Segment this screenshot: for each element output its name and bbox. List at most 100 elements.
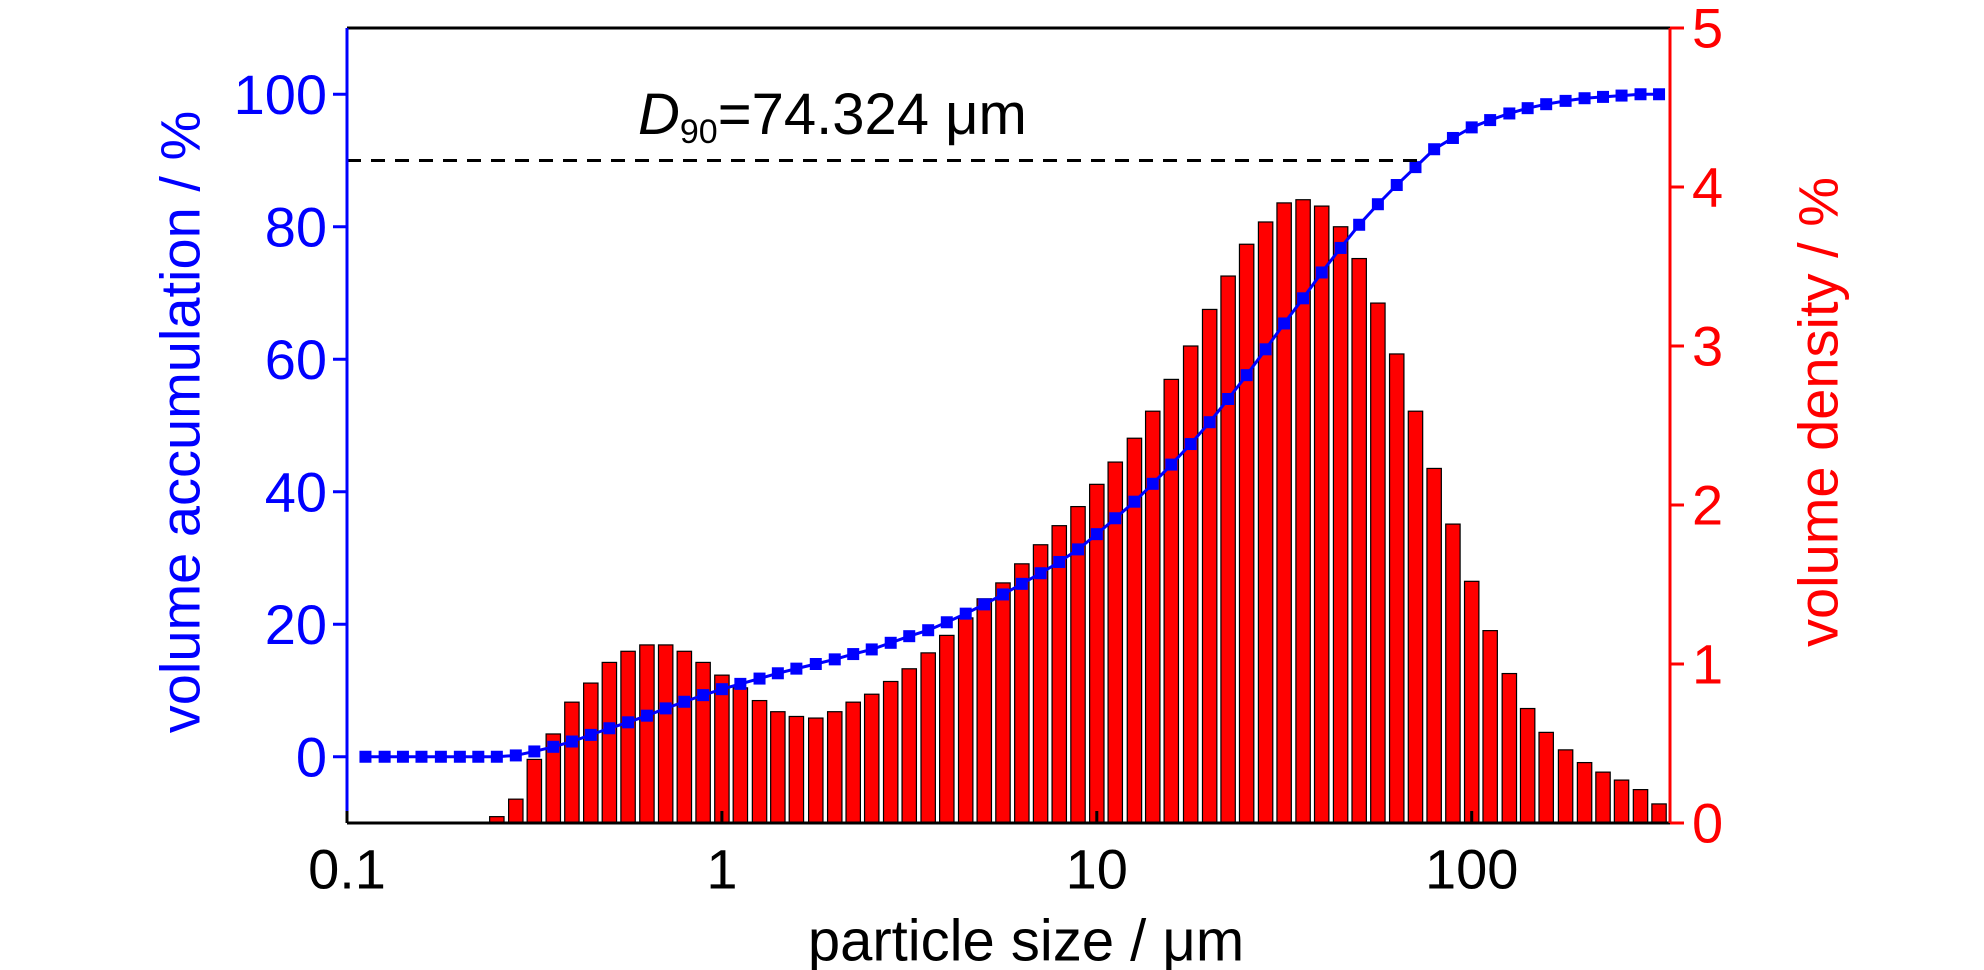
- bar: [1257, 221, 1274, 824]
- x-tick-label: 0.1: [308, 838, 386, 901]
- bar: [1538, 731, 1554, 824]
- bar: [1351, 257, 1367, 824]
- bar: [1632, 789, 1649, 824]
- bar: [1388, 353, 1405, 824]
- marker: [1521, 102, 1534, 115]
- marker: [1559, 94, 1572, 107]
- bar: [1032, 544, 1049, 824]
- marker: [1615, 89, 1628, 102]
- bar: [751, 699, 768, 824]
- y2-tick-label: 4: [1692, 156, 1723, 219]
- marker: [1484, 114, 1497, 127]
- bar: [1182, 345, 1199, 824]
- marker: [678, 695, 691, 708]
- bar: [695, 661, 711, 824]
- bar: [1519, 707, 1536, 824]
- marker: [415, 750, 428, 763]
- bar: [995, 582, 1011, 824]
- marker: [378, 750, 391, 763]
- bar: [1501, 672, 1518, 824]
- bar: [1163, 378, 1180, 824]
- bar: [863, 693, 880, 824]
- bar: [508, 798, 524, 824]
- annotation: D90=74.324 μm: [638, 82, 1027, 152]
- marker: [715, 683, 728, 696]
- annotation-label: D: [638, 82, 680, 147]
- marker: [1540, 98, 1553, 111]
- marker: [865, 643, 878, 656]
- marker: [1015, 577, 1028, 590]
- marker: [1128, 495, 1141, 508]
- marker: [1353, 218, 1366, 231]
- marker: [1034, 567, 1047, 580]
- marker: [359, 750, 372, 763]
- marker: [603, 722, 616, 735]
- marker: [753, 672, 766, 685]
- x-tick-label: 1: [706, 838, 737, 901]
- marker: [771, 667, 784, 680]
- marker: [1334, 241, 1347, 254]
- bar: [1238, 243, 1255, 824]
- marker: [809, 658, 822, 670]
- bar: [882, 680, 899, 824]
- y2-tick-label: 3: [1692, 315, 1723, 378]
- marker: [396, 750, 409, 763]
- bar: [826, 711, 843, 824]
- marker: [1634, 88, 1647, 101]
- marker: [528, 745, 541, 758]
- bar: [920, 652, 936, 824]
- bar: [526, 758, 543, 824]
- marker: [828, 653, 841, 666]
- marker: [884, 636, 897, 649]
- bar: [976, 598, 993, 824]
- marker: [472, 750, 485, 763]
- marker: [1503, 107, 1516, 120]
- marker: [1428, 143, 1441, 156]
- marker: [1409, 161, 1422, 174]
- marker: [1259, 343, 1272, 356]
- bar: [1014, 563, 1030, 824]
- marker: [1297, 292, 1310, 305]
- marker: [1072, 543, 1085, 556]
- y2-axis-title: volume density / %: [1787, 177, 1850, 647]
- y2-tick-label: 0: [1692, 792, 1723, 855]
- y2-tick-label: 1: [1692, 633, 1723, 696]
- bar: [770, 711, 786, 824]
- bar: [1426, 467, 1442, 824]
- marker: [1146, 477, 1159, 490]
- marker: [434, 750, 447, 763]
- y-tick-label: 20: [265, 593, 327, 656]
- marker: [565, 735, 578, 748]
- line: [365, 92, 1660, 759]
- y-axis-title: volume accumulation / %: [149, 111, 212, 734]
- bar: [620, 650, 636, 824]
- bar: [1651, 803, 1667, 824]
- x-tick-label: 100: [1425, 838, 1518, 901]
- marker: [1053, 555, 1066, 568]
- bar: [1370, 302, 1386, 824]
- marker: [490, 750, 503, 763]
- marker: [1240, 369, 1253, 382]
- bar: [714, 674, 730, 824]
- bar: [1613, 779, 1630, 824]
- bar: [1051, 525, 1068, 824]
- x-tick-label: 10: [1066, 838, 1128, 901]
- marker: [622, 716, 635, 729]
- marker: [1222, 393, 1235, 405]
- marker: [547, 740, 560, 753]
- bar: [1595, 771, 1611, 824]
- marker: [922, 624, 935, 637]
- marker: [453, 750, 466, 763]
- bar: [1445, 523, 1461, 824]
- marker: [1446, 131, 1459, 144]
- marker: [996, 588, 1009, 601]
- bar: [583, 682, 599, 824]
- bar: [1557, 749, 1574, 824]
- marker: [847, 648, 860, 661]
- y-tick-label: 40: [265, 460, 327, 523]
- marker: [659, 702, 672, 715]
- marker: [978, 598, 991, 611]
- marker: [1653, 88, 1666, 101]
- bar: [732, 687, 749, 824]
